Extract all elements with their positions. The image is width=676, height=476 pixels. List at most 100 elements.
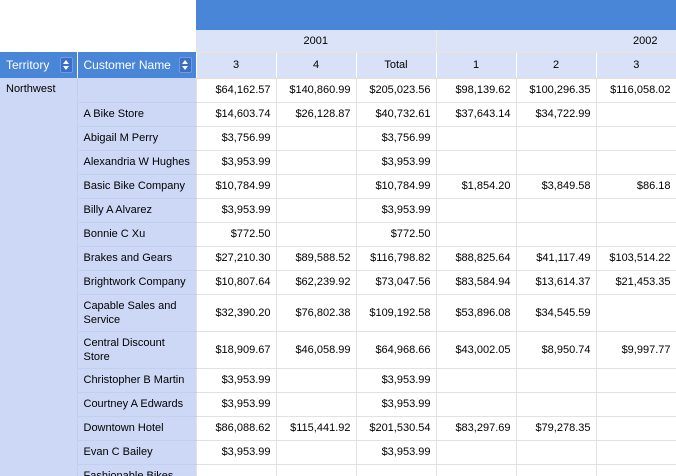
value-cell: $83,584.94 [436, 270, 517, 295]
table-row: Downtown Hotel $86,088.62 $115,441.92 $201,… [0, 416, 676, 441]
column-header-2001-q3: 3 [195, 52, 276, 79]
customer-name-cell: Bonnie C Xu [77, 222, 196, 247]
value-cell: $116,058.02 [596, 78, 676, 103]
value-cell [276, 392, 357, 417]
value-cell: $88,825.64 [436, 246, 517, 271]
year-group-2002: 2002 [435, 30, 676, 53]
value-cell: $13,614.37 [516, 270, 597, 295]
value-cell [516, 126, 597, 151]
corner-spacer [0, 0, 196, 52]
value-cell: $60,376.65 [516, 464, 597, 476]
value-cell [596, 126, 676, 151]
value-cell: $205,023.56 [356, 78, 437, 103]
value-cell: $103,514.22 [596, 246, 676, 271]
value-cell: $64,968.66 [356, 331, 437, 369]
sort-down-icon [63, 66, 69, 70]
customer-name-cell [77, 78, 196, 103]
value-cell: $3,953.99 [356, 392, 437, 417]
value-cell [596, 198, 676, 223]
value-cell: $116,798.82 [356, 246, 437, 271]
value-cell: $46,058.99 [276, 331, 357, 369]
value-cell [596, 294, 676, 332]
customer-name-cell: Brakes and Gears [77, 246, 196, 271]
value-cell [276, 440, 357, 465]
value-cell: $53,524.07 [596, 464, 676, 476]
value-cell: $100,296.35 [516, 78, 597, 103]
territory-header-label: Territory [6, 58, 50, 72]
value-cell: $3,953.99 [356, 440, 437, 465]
value-cell [436, 126, 517, 151]
year-band-row [0, 0, 676, 52]
value-cell: $123,265.07 [276, 464, 357, 476]
value-cell [596, 150, 676, 175]
value-cell: $34,722.99 [516, 102, 597, 127]
value-cell: $115,441.92 [276, 416, 357, 441]
table-row: Alexandria W Hughes $3,953.99 $3,953.99 [0, 150, 676, 175]
value-cell: $3,953.99 [356, 150, 437, 175]
value-cell: $232,171.95 [356, 464, 437, 476]
value-cell [276, 222, 357, 247]
value-cell: $73,047.56 [356, 270, 437, 295]
territory-sort-icon[interactable] [59, 57, 73, 73]
value-cell: $62,239.92 [276, 270, 357, 295]
value-cell [436, 222, 517, 247]
table-row: Brakes and Gears $27,210.30 $89,588.52 $116… [0, 246, 676, 271]
value-cell: $32,390.20 [195, 294, 277, 332]
value-cell [516, 440, 597, 465]
table-row: Christopher B Martin $3,953.99 $3,953.99 [0, 368, 676, 393]
table-row: Abigail M Perry $3,756.99 $3,756.99 [0, 126, 676, 151]
value-cell: $37,643.14 [436, 102, 517, 127]
value-cell: $3,953.99 [356, 198, 437, 223]
column-header-2001-q4: 4 [275, 52, 356, 79]
customer-name-cell: Evan C Bailey [77, 440, 196, 465]
value-cell: $108,906.88 [195, 464, 277, 476]
value-cell: $1,854.20 [436, 174, 517, 199]
value-cell: $3,953.99 [195, 150, 277, 175]
customer-name-cell: Abigail M Perry [77, 126, 196, 151]
value-cell [516, 198, 597, 223]
value-cell [436, 440, 517, 465]
value-cell: $86,088.62 [195, 416, 277, 441]
value-cell [516, 222, 597, 247]
column-header-2002-q2: 2 [515, 52, 596, 79]
value-cell [596, 440, 676, 465]
value-cell: $3,756.99 [195, 126, 277, 151]
value-cell [276, 150, 357, 175]
year-group-2001: 2001 [196, 30, 436, 53]
value-cell [276, 126, 357, 151]
year-group-row: 2001 2002 [0, 30, 676, 53]
value-cell: $772.50 [195, 222, 277, 247]
value-cell [436, 150, 517, 175]
value-cell: $14,603.74 [195, 102, 277, 127]
value-cell: $3,849.58 [516, 174, 597, 199]
value-cell [596, 102, 676, 127]
customer-name-header-cell: Customer Name [77, 52, 196, 78]
customer-name-header-label: Customer Name [83, 58, 171, 72]
customer-name-sort-icon[interactable] [178, 57, 192, 73]
value-cell: $27,210.30 [195, 246, 277, 271]
customer-name-cell: Downtown Hotel [77, 416, 196, 441]
value-cell: $40,732.61 [356, 102, 437, 127]
table-row: Brightwork Company $10,807.64 $62,239.92 $7… [0, 270, 676, 295]
customer-name-cell: Basic Bike Company [77, 174, 196, 199]
table-row: Fashionable Bikes and Accessories$108,90… [0, 464, 676, 476]
value-cell: $89,588.52 [276, 246, 357, 271]
value-cell [276, 174, 357, 199]
value-cell: $79,278.35 [516, 416, 597, 441]
value-cell: $18,909.67 [195, 331, 277, 369]
table-row: Northwest $64,162.57 $140,860.99 $205,023.5… [0, 78, 676, 476]
customer-name-cell: Capable Sales and Service [77, 294, 196, 332]
table-row: Basic Bike Company $10,784.99 $10,784.99 $1… [0, 174, 676, 199]
column-header-2001-total: Total [355, 52, 436, 79]
value-cell [516, 392, 597, 417]
customer-name-cell: Courtney A Edwards [77, 392, 196, 417]
value-cell: $98,139.62 [436, 78, 517, 103]
value-cell [596, 392, 676, 417]
value-cell [276, 368, 357, 393]
value-cell [596, 416, 676, 441]
column-header-2002-q1: 1 [435, 52, 516, 79]
table-row: Capable Sales and Service $32,390.20 $76,8… [0, 294, 676, 332]
customer-name-cell: Christopher B Martin [77, 368, 196, 393]
